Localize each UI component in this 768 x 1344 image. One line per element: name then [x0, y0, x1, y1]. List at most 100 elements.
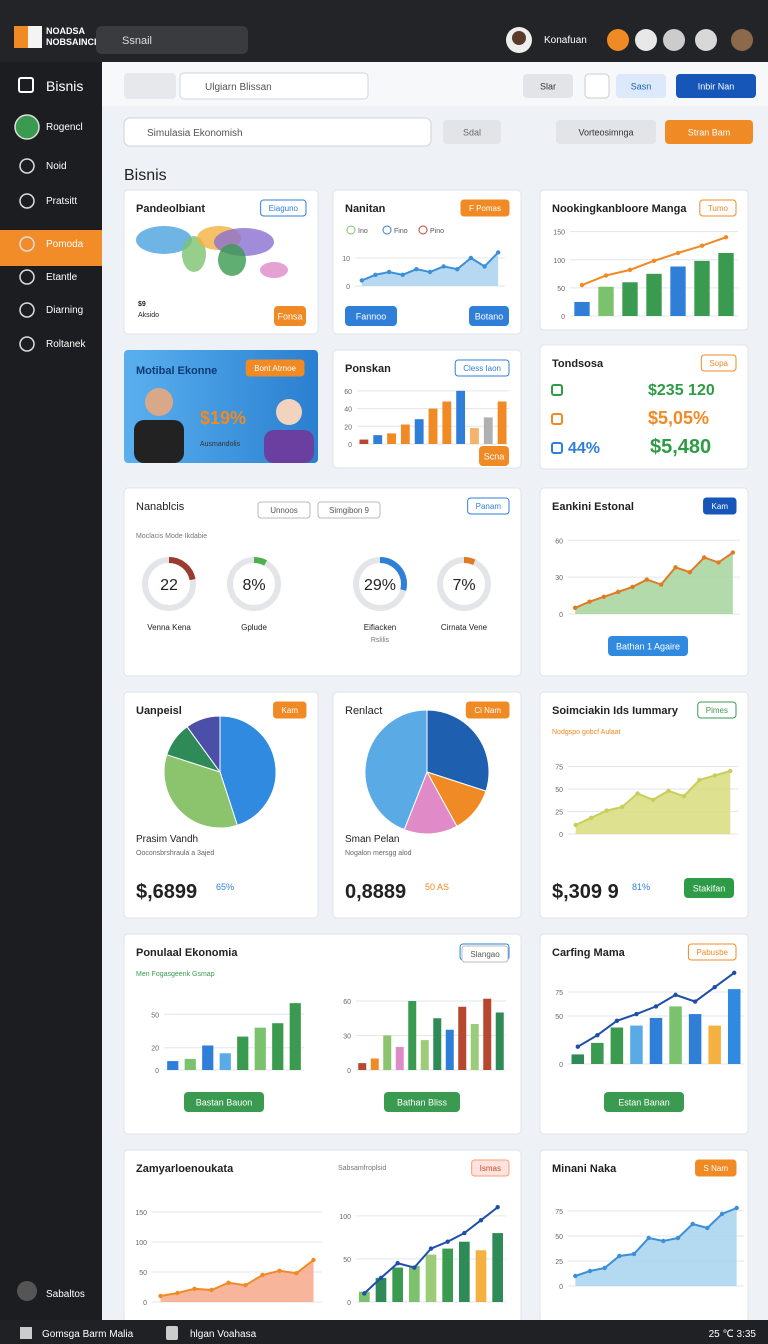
badge[interactable]: [260, 199, 307, 217]
button[interactable]: [684, 878, 734, 898]
search-box[interactable]: [123, 117, 432, 147]
button-label[interactable]: Stakifan: [693, 884, 726, 894]
chip[interactable]: [317, 501, 381, 519]
sidebar-item[interactable]: Roltanek: [46, 339, 86, 350]
sidebar-title: Bisnis: [46, 78, 83, 94]
badge-label[interactable]: Pimes: [706, 706, 728, 715]
badge-label[interactable]: Kam: [282, 706, 299, 715]
taskbar-icon[interactable]: [166, 1326, 178, 1340]
point: [260, 1272, 265, 1278]
button[interactable]: [604, 1092, 684, 1112]
button-label[interactable]: Bathan 1 Agaire: [616, 642, 680, 652]
taskbar-label: Gomsga Barm Malia: [42, 1329, 134, 1340]
sidebar-item[interactable]: Pomoda: [46, 239, 84, 250]
bar: [445, 1029, 454, 1070]
chip-label[interactable]: Simgibon 9: [329, 506, 370, 515]
button[interactable]: [556, 120, 656, 144]
badge[interactable]: [245, 359, 305, 377]
sidebar-item[interactable]: Rogencl: [46, 122, 83, 133]
chip-label[interactable]: Slangao: [470, 950, 500, 959]
bar: [420, 1040, 429, 1070]
sidebar-icon[interactable]: [19, 302, 35, 318]
chip[interactable]: [257, 501, 311, 519]
button-label[interactable]: Estan Banan: [618, 1098, 670, 1108]
badge-label[interactable]: Pabusbe: [696, 948, 728, 957]
y-tick-label: 0: [346, 284, 350, 291]
sidebar-icon[interactable]: [19, 336, 35, 352]
top-icon[interactable]: [607, 29, 629, 51]
button-label[interactable]: Scna: [484, 452, 505, 462]
chip-label[interactable]: Unnoos: [270, 506, 298, 515]
button[interactable]: [345, 306, 397, 326]
sidebar-item[interactable]: Pratsitt: [46, 196, 77, 207]
button[interactable]: [384, 1092, 460, 1112]
sidebar-icon[interactable]: [19, 236, 35, 252]
sidebar-icon[interactable]: [19, 269, 35, 285]
button[interactable]: [184, 1092, 264, 1112]
badge[interactable]: [471, 1159, 510, 1177]
badge[interactable]: [465, 701, 510, 719]
badge-label[interactable]: Tumo: [708, 204, 729, 213]
button-label[interactable]: Vorteosimnga: [578, 128, 633, 138]
sidebar-icon[interactable]: [19, 193, 35, 209]
button-label[interactable]: Botano: [475, 312, 504, 322]
badge-label[interactable]: Cless Iaon: [463, 364, 501, 373]
badge[interactable]: [700, 354, 737, 372]
button[interactable]: [665, 120, 753, 144]
taskbar-icon[interactable]: [20, 1327, 32, 1339]
button-label[interactable]: Bastan Bauon: [196, 1098, 253, 1108]
button-label[interactable]: Fonsa: [277, 312, 302, 322]
button-label[interactable]: Sasn: [631, 82, 652, 92]
stat-value: $5,05%: [648, 408, 709, 428]
badge[interactable]: [699, 199, 737, 217]
view-toggle[interactable]: [124, 73, 176, 99]
badge[interactable]: [467, 497, 510, 515]
badge[interactable]: [695, 1159, 737, 1177]
button[interactable]: [274, 306, 306, 326]
button[interactable]: [443, 120, 501, 144]
button[interactable]: [469, 306, 509, 326]
button[interactable]: [676, 74, 756, 98]
button-label[interactable]: Stran Bam: [688, 128, 731, 138]
badge-label[interactable]: Ismas: [480, 1164, 501, 1173]
button-label[interactable]: Slar: [540, 82, 556, 92]
search-box[interactable]: [96, 26, 248, 54]
sidebar-icon[interactable]: [17, 1281, 37, 1301]
button[interactable]: [616, 74, 666, 98]
legend-label: Ino: [358, 228, 368, 235]
sidebar-icon[interactable]: [14, 114, 40, 140]
sidebar-footer[interactable]: Sabaltos: [46, 1289, 85, 1300]
top-icon[interactable]: [695, 29, 717, 51]
icon-button[interactable]: [584, 73, 610, 99]
badge-label[interactable]: Sopa: [709, 359, 728, 368]
button[interactable]: [608, 636, 688, 656]
top-icon[interactable]: [635, 29, 657, 51]
sidebar-item[interactable]: Etantle: [46, 272, 78, 283]
button[interactable]: [523, 74, 573, 98]
badge-label[interactable]: Bont Atrnoe: [254, 364, 296, 373]
badge-label[interactable]: Kam: [712, 502, 729, 511]
sidebar-icon[interactable]: [19, 158, 35, 174]
badge-label[interactable]: S Nam: [704, 1164, 729, 1173]
badge-label[interactable]: F Pomas: [469, 204, 501, 213]
top-icon[interactable]: [663, 29, 685, 51]
button-label[interactable]: Bathan Bliss: [397, 1098, 448, 1108]
badge[interactable]: [454, 359, 510, 377]
button-label[interactable]: Inbir Nan: [698, 82, 735, 92]
badge[interactable]: [697, 701, 737, 719]
chip[interactable]: [461, 945, 509, 963]
badge-label[interactable]: Eiaguno: [269, 204, 299, 213]
search-box[interactable]: [179, 72, 369, 100]
button[interactable]: [479, 446, 509, 466]
badge[interactable]: [273, 701, 307, 719]
button-label[interactable]: Sdal: [463, 128, 481, 138]
badge[interactable]: [460, 199, 510, 217]
badge[interactable]: [703, 497, 737, 515]
sidebar-item[interactable]: Diarning: [46, 305, 83, 316]
button-label[interactable]: Fannoo: [356, 312, 387, 322]
sidebar-item[interactable]: Noid: [46, 161, 67, 172]
top-icon[interactable]: [731, 29, 753, 51]
badge[interactable]: [687, 943, 737, 961]
badge-label[interactable]: Panam: [476, 502, 502, 511]
badge-label[interactable]: Ci Nam: [474, 706, 501, 715]
